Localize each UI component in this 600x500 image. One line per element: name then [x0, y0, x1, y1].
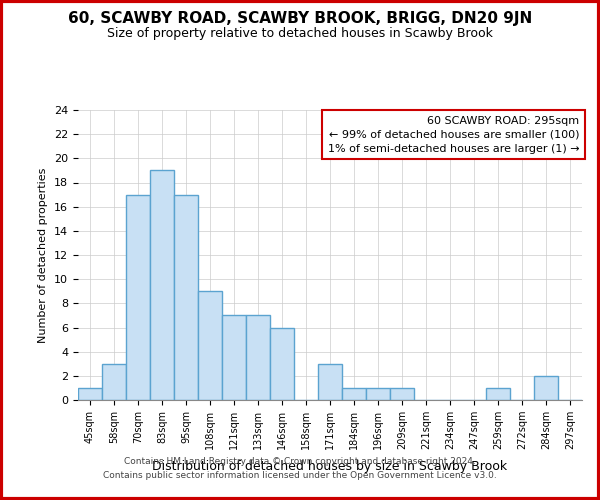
Bar: [126, 194, 150, 400]
Bar: [342, 388, 366, 400]
X-axis label: Distribution of detached houses by size in Scawby Brook: Distribution of detached houses by size …: [152, 460, 508, 473]
Bar: [222, 316, 246, 400]
Bar: [150, 170, 174, 400]
Bar: [246, 316, 270, 400]
Text: Contains public sector information licensed under the Open Government Licence v3: Contains public sector information licen…: [103, 471, 497, 480]
Bar: [174, 194, 198, 400]
Text: Contains HM Land Registry data © Crown copyright and database right 2024.: Contains HM Land Registry data © Crown c…: [124, 458, 476, 466]
Y-axis label: Number of detached properties: Number of detached properties: [38, 168, 49, 342]
Bar: [534, 376, 558, 400]
Bar: [270, 328, 294, 400]
Text: 60, SCAWBY ROAD, SCAWBY BROOK, BRIGG, DN20 9JN: 60, SCAWBY ROAD, SCAWBY BROOK, BRIGG, DN…: [68, 11, 532, 26]
Text: Size of property relative to detached houses in Scawby Brook: Size of property relative to detached ho…: [107, 28, 493, 40]
Bar: [486, 388, 510, 400]
Bar: [390, 388, 414, 400]
Bar: [102, 364, 126, 400]
Text: 60 SCAWBY ROAD: 295sqm
← 99% of detached houses are smaller (100)
1% of semi-det: 60 SCAWBY ROAD: 295sqm ← 99% of detached…: [328, 116, 580, 154]
Bar: [78, 388, 102, 400]
Bar: [366, 388, 390, 400]
Bar: [318, 364, 342, 400]
Bar: [198, 291, 222, 400]
